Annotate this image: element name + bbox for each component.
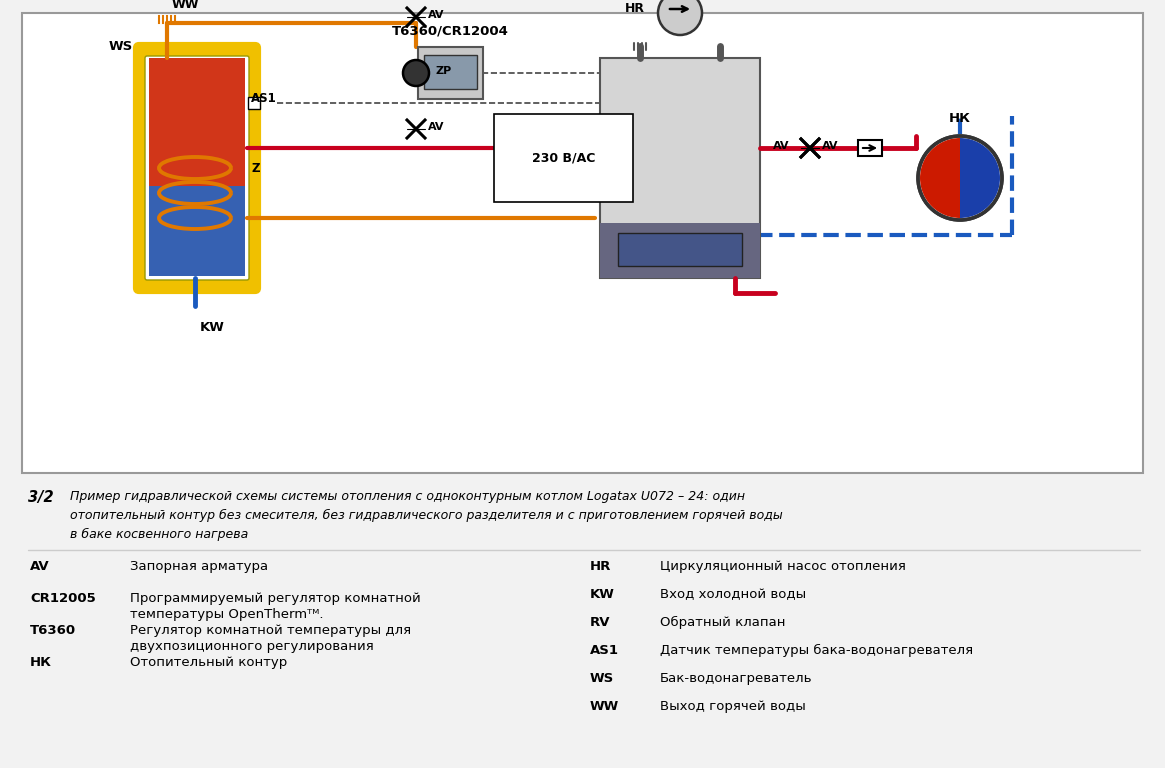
Text: AV: AV	[428, 10, 445, 20]
Text: KW: KW	[200, 321, 225, 334]
Text: T6360/CR12004: T6360/CR12004	[391, 25, 508, 38]
Bar	[424, 55, 476, 89]
Text: T6360: T6360	[30, 624, 76, 637]
Text: двухпозиционного регулирования: двухпозиционного регулирования	[130, 640, 374, 653]
Text: HR: HR	[624, 2, 645, 15]
Bar	[418, 47, 483, 99]
Text: Регулятор комнатной температуры для: Регулятор комнатной температуры для	[130, 624, 411, 637]
Text: Обратный клапан: Обратный клапан	[661, 616, 785, 629]
Text: Датчик температуры бака-водонагревателя: Датчик температуры бака-водонагревателя	[661, 644, 973, 657]
Text: Пример гидравлической схемы системы отопления с одноконтурным котлом Logatax U07: Пример гидравлической схемы системы отоп…	[70, 490, 744, 503]
Text: AV: AV	[30, 560, 50, 573]
Wedge shape	[960, 138, 1000, 218]
Circle shape	[658, 0, 702, 35]
Text: CR12005: CR12005	[30, 592, 96, 605]
Bar	[857, 140, 882, 156]
Text: HR: HR	[589, 560, 612, 573]
Text: WS: WS	[589, 672, 614, 685]
Text: НК: НК	[30, 656, 52, 669]
Text: Выход горячей воды: Выход горячей воды	[661, 700, 806, 713]
Text: AV: AV	[428, 122, 445, 132]
Text: AV: AV	[822, 141, 839, 151]
Text: отопительный контур без смесителя, без гидравлического разделителя и с приготовл: отопительный контур без смесителя, без г…	[70, 509, 783, 522]
FancyBboxPatch shape	[135, 44, 259, 292]
Text: Вход холодной воды: Вход холодной воды	[661, 588, 806, 601]
Bar	[149, 58, 245, 186]
Text: WS: WS	[110, 40, 133, 53]
Text: в баке косвенного нагрева: в баке косвенного нагрева	[70, 528, 248, 541]
Text: 3/2: 3/2	[28, 490, 54, 505]
Text: Запорная арматура: Запорная арматура	[130, 560, 268, 573]
Text: AS1: AS1	[250, 92, 277, 105]
Text: RV: RV	[589, 616, 610, 629]
Text: НК: НК	[949, 112, 970, 125]
Bar	[617, 233, 742, 266]
Bar	[600, 58, 760, 278]
Bar	[600, 223, 760, 278]
Bar	[248, 97, 260, 109]
Text: KW: KW	[589, 588, 615, 601]
FancyBboxPatch shape	[144, 56, 249, 280]
Text: температуры OpenThermᵀᴹ.: температуры OpenThermᵀᴹ.	[130, 608, 324, 621]
Text: WW: WW	[172, 0, 199, 11]
Text: Z: Z	[250, 161, 260, 174]
Bar	[149, 186, 245, 276]
Text: ZP: ZP	[436, 66, 452, 76]
Wedge shape	[920, 138, 960, 218]
Bar	[22, 13, 1143, 473]
Text: Бак-водонагреватель: Бак-водонагреватель	[661, 672, 812, 685]
Text: AS1: AS1	[589, 644, 619, 657]
Circle shape	[918, 136, 1002, 220]
Text: Циркуляционный насос отопления: Циркуляционный насос отопления	[661, 560, 906, 573]
Text: WW: WW	[589, 700, 620, 713]
Circle shape	[403, 60, 429, 86]
Text: Программируемый регулятор комнатной: Программируемый регулятор комнатной	[130, 592, 421, 605]
Text: Отопительный контур: Отопительный контур	[130, 656, 288, 669]
Text: 230 В/АС: 230 В/АС	[531, 151, 595, 164]
Text: AV: AV	[774, 141, 790, 151]
